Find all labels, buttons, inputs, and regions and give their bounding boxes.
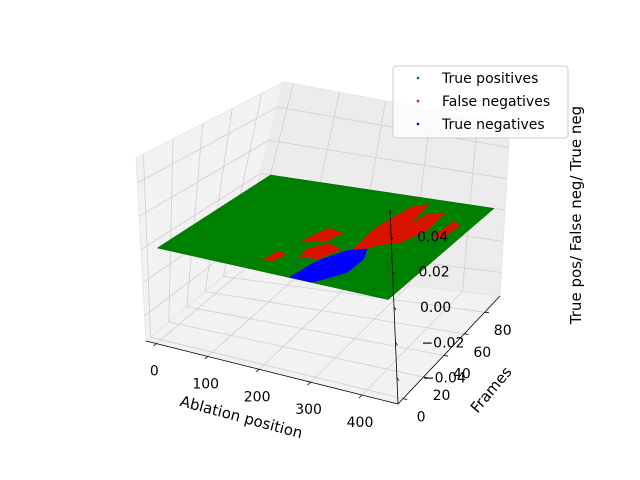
z-axis-label: True pos/ False neg/ True neg — [567, 106, 585, 325]
z-tick-mark — [396, 377, 400, 381]
y-gridline — [204, 108, 465, 335]
x-tick-label: 200 — [244, 389, 271, 405]
y-tick-mark — [484, 311, 490, 314]
x-tick-mark — [255, 368, 260, 373]
false-negatives-patch — [346, 204, 430, 256]
legend-frame — [392, 65, 569, 139]
z-gridline — [138, 139, 507, 217]
y-tick-label: 0 — [417, 410, 426, 426]
false-negatives-patch — [378, 212, 447, 246]
y-tick-label: 80 — [494, 323, 512, 339]
z-tick-label: 0.04 — [417, 229, 448, 245]
y-tick-mark — [464, 333, 469, 335]
legend-label: True positives — [441, 71, 538, 87]
legend-marker — [416, 99, 420, 103]
z-tick-label: 0.02 — [419, 265, 450, 281]
data-surface — [156, 174, 495, 300]
x-tick-mark — [153, 343, 157, 347]
x-tick-label: 100 — [192, 376, 219, 392]
y-tick-label: 20 — [433, 388, 451, 404]
y-tick-mark — [443, 355, 449, 357]
z-tick-mark — [392, 271, 395, 275]
z-tick-label: 0.00 — [420, 300, 451, 316]
y-gridline — [186, 123, 444, 356]
z-tick-label: −0.04 — [423, 371, 466, 387]
x-tick-mark — [204, 356, 208, 360]
y-tick-label: 40 — [453, 366, 471, 382]
x-tick-label: 300 — [295, 402, 322, 418]
z-tick-mark — [390, 236, 394, 240]
y-axis-label: Frames — [467, 363, 516, 417]
y-tick-mark — [403, 398, 408, 400]
x-gridline — [310, 109, 432, 383]
y-gridline — [222, 93, 485, 313]
legend-marker — [416, 122, 420, 126]
legend-marker — [416, 76, 420, 80]
false-negatives-patch — [298, 243, 342, 260]
y-tick-mark — [423, 376, 428, 379]
legend-label: True negatives — [441, 117, 545, 133]
x-tick-label: 400 — [347, 415, 374, 431]
true-negatives-patch — [288, 248, 368, 283]
x-axis-line — [145, 340, 399, 405]
y-axis-line — [397, 295, 501, 405]
y-gridline — [143, 154, 404, 399]
y-tick-label: 60 — [473, 345, 491, 361]
y-gridline — [168, 138, 424, 378]
false-negatives-patch — [300, 228, 344, 243]
x-tick-mark — [358, 394, 363, 399]
axes-gridlines — [137, 83, 509, 399]
x-axis-ticks: 0 100 200 300 400 — [150, 343, 374, 431]
x-axis-label: Ablation position — [178, 392, 304, 442]
z-tick-mark — [395, 342, 398, 346]
z-tick-label: −0.02 — [421, 335, 464, 351]
x-gridline — [361, 117, 479, 396]
x-tick-mark — [307, 381, 311, 386]
z-tick-mark — [393, 306, 397, 311]
x-tick-label: 0 — [150, 364, 159, 380]
legend-label: False negatives — [442, 94, 550, 110]
false-negatives-patch — [261, 250, 287, 261]
z-axis-ticks: −0.04 −0.02 0.00 0.02 0.04 — [390, 229, 466, 387]
legend: True positives False negatives True negati… — [392, 65, 569, 139]
false-negatives-patch — [430, 221, 461, 238]
